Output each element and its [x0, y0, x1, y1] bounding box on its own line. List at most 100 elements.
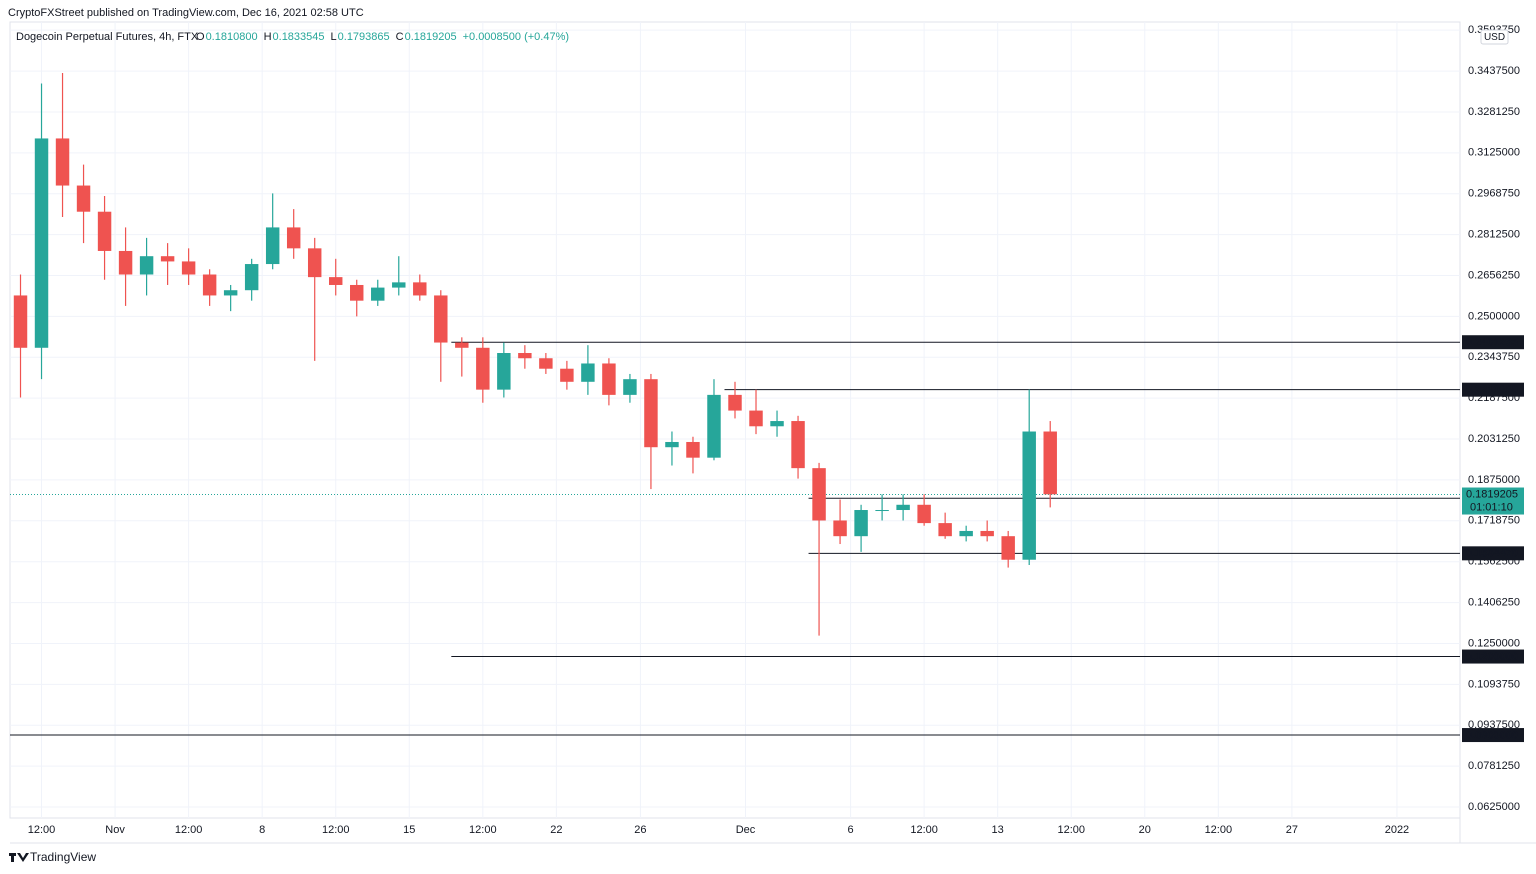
candle-body: [623, 379, 637, 395]
candle-body: [223, 290, 238, 296]
candle-body: [497, 353, 511, 390]
candle-body: [265, 227, 280, 265]
y-tick-label: 0.3281250: [1468, 106, 1520, 118]
x-tick-label: 26: [634, 824, 646, 836]
y-tick-label: 0.3437500: [1468, 65, 1520, 77]
level-label: 0.1594470: [1466, 548, 1518, 560]
candle-body: [896, 504, 910, 511]
candle-body: [980, 530, 994, 537]
level-label-box: [1462, 382, 1524, 397]
candle-body: [749, 410, 763, 427]
candle-body: [791, 421, 805, 469]
level-label-box: [1462, 728, 1524, 743]
x-tick-label: 12:00: [322, 824, 350, 836]
candle-body: [181, 261, 196, 275]
candle-body: [560, 368, 574, 382]
candle-body: [959, 530, 973, 537]
candle-body: [875, 510, 889, 512]
h-value: 0.1833545: [273, 31, 325, 43]
y-tick-label: 0.2343750: [1468, 351, 1520, 363]
last-price-box: [1462, 487, 1524, 515]
candle-body: [97, 211, 112, 251]
candle-body: [286, 227, 301, 249]
currency: USD: [1484, 32, 1505, 43]
currency-badge[interactable]: [1480, 29, 1509, 45]
x-tick-label: 13: [992, 824, 1004, 836]
candle-body: [518, 353, 532, 359]
axes: 0.06250000.07812500.09375000.10937500.12…: [28, 24, 1524, 836]
level-label-box: [1462, 335, 1524, 350]
y-tick-label: 0.0625000: [1468, 801, 1520, 813]
candle-body: [770, 421, 784, 427]
candle-body: [602, 363, 616, 395]
y-tick-label: 0.3125000: [1468, 147, 1520, 159]
change: +0.0008500 (+0.47%): [463, 31, 569, 43]
candle-body: [917, 504, 931, 524]
y-tick-label: 0.2812500: [1468, 229, 1520, 241]
o-label: O: [196, 31, 205, 43]
y-tick-label: 0.1406250: [1468, 596, 1520, 608]
h-label: H: [264, 31, 272, 43]
l-value: 0.1793865: [338, 31, 390, 43]
candle-body: [1043, 431, 1057, 495]
candle-body: [854, 510, 868, 537]
publish-info: CryptoFXStreet published on TradingView.…: [8, 7, 364, 19]
level-label-box: [1462, 546, 1524, 561]
candle-body: [329, 277, 343, 285]
candle-body: [833, 520, 847, 537]
y-tick-label: 0.1718750: [1468, 515, 1520, 527]
candle-body: [139, 256, 154, 275]
y-tick-label: 0.2656250: [1468, 269, 1520, 281]
y-tick-label: 0.0781250: [1468, 760, 1520, 772]
candle-body: [160, 256, 175, 262]
candle-body: [434, 295, 448, 343]
candle-body: [539, 358, 553, 369]
candle-body: [13, 295, 28, 348]
x-tick-label: 15: [403, 824, 415, 836]
x-tick-label: 12:00: [28, 824, 56, 836]
candle-body: [1022, 431, 1036, 560]
x-tick-label: 12:00: [175, 824, 203, 836]
level-label: 0.2401235: [1466, 337, 1518, 349]
logo-icon: [9, 853, 29, 862]
y-tick-label: 0.2968750: [1468, 188, 1520, 200]
ohlc-legend: Dogecoin Perpetual Futures, 4h, FTX O0.1…: [16, 31, 569, 43]
candles: [13, 73, 1057, 636]
candle-body: [644, 379, 658, 448]
candle-body: [476, 347, 490, 390]
candle-body: [202, 274, 217, 296]
last-price-label: 0.1819205: [1466, 488, 1518, 500]
x-tick-label: 12:00: [910, 824, 938, 836]
c-label: C: [396, 31, 404, 43]
levels: [10, 341, 1460, 736]
x-tick-label: 20: [1139, 824, 1151, 836]
candle-body: [728, 394, 742, 411]
ohlc-values: O0.1810800 H0.1833545 L0.1793865 C0.1819…: [196, 31, 569, 43]
level-label: 0.2219860: [1466, 384, 1518, 396]
brand-logo: TradingView: [9, 850, 96, 864]
candle-body: [392, 282, 406, 288]
candle-body: [581, 363, 595, 382]
candle-body: [1001, 536, 1015, 560]
brand: TradingView: [30, 850, 96, 864]
y-tick-label: 0.1093750: [1468, 678, 1520, 690]
candle-body: [307, 248, 322, 278]
x-tick-label: 12:00: [469, 824, 497, 836]
symbol: Dogecoin Perpetual Futures, 4h, FTX: [16, 31, 199, 43]
candle-body: [707, 394, 721, 458]
o-value: 0.1810800: [206, 31, 258, 43]
x-tick-label: 27: [1286, 824, 1298, 836]
candle-body: [55, 138, 70, 186]
level-label: 0.0900000: [1466, 729, 1518, 741]
candle-body: [244, 264, 259, 291]
candle-body: [350, 284, 364, 301]
x-tick-label: Dec: [736, 824, 756, 836]
candle-body: [938, 523, 952, 537]
y-tick-label: 0.2500000: [1468, 310, 1520, 322]
candle-body: [455, 342, 469, 348]
x-tick-label: 2022: [1385, 824, 1409, 836]
candle-body: [665, 441, 679, 448]
candle-body: [812, 468, 826, 521]
